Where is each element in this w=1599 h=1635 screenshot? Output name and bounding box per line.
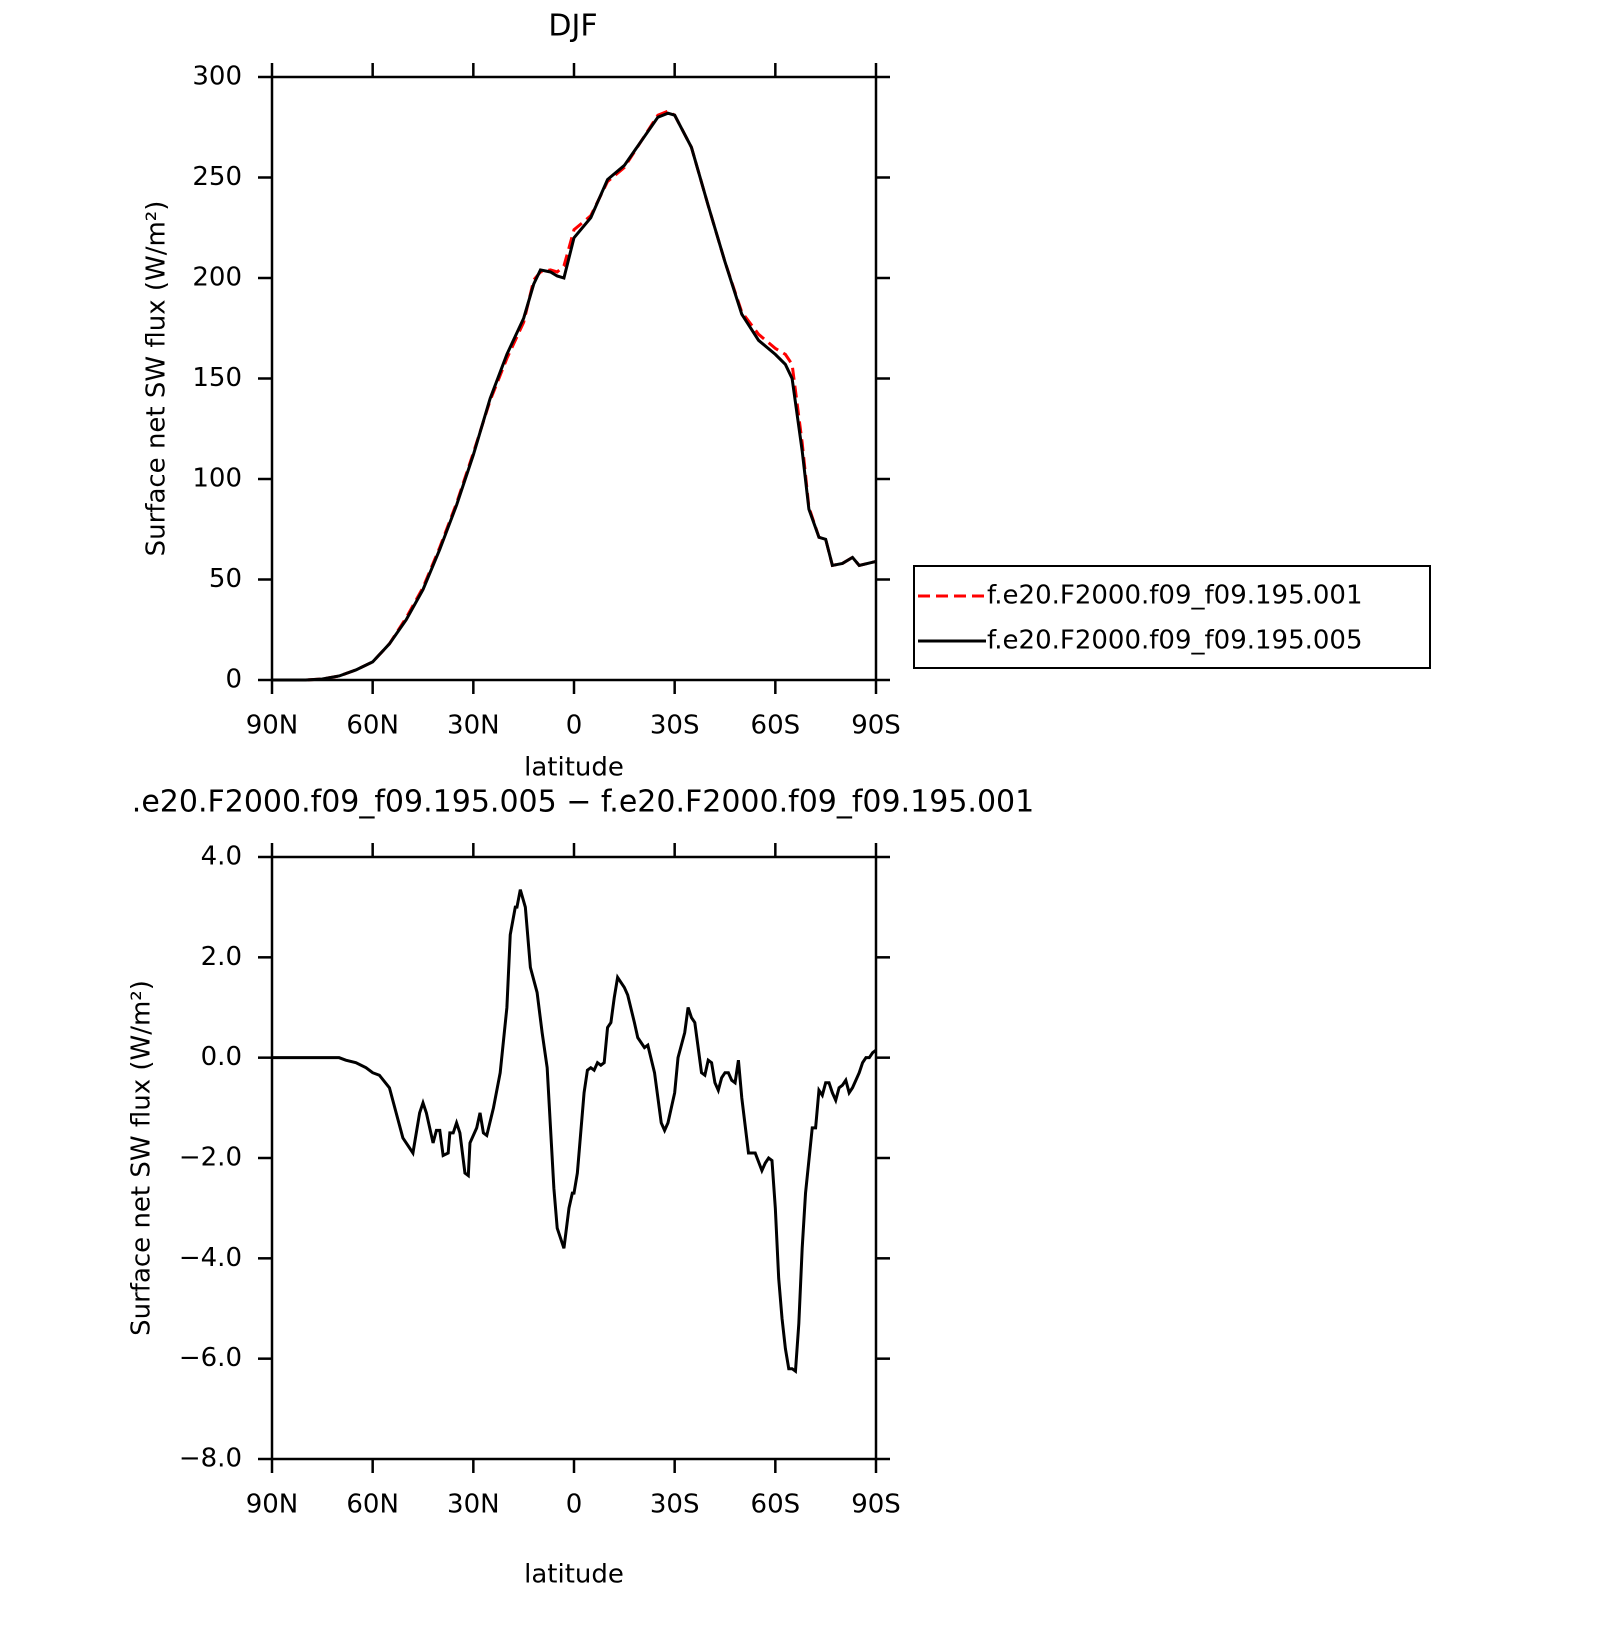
y-tick-label: 2.0 <box>201 942 242 972</box>
x-tick-label: 60N <box>346 711 399 741</box>
y-axis-label: Surface net SW flux (W/m²) <box>127 980 157 1336</box>
x-tick-label: 60N <box>346 1490 399 1520</box>
chart-title: DJF <box>548 9 597 44</box>
y-tick-label: 200 <box>192 263 242 293</box>
y-tick-label: 250 <box>192 162 242 192</box>
legend-box <box>913 565 1431 669</box>
data-line <box>272 109 877 682</box>
chart-title: .e20.F2000.f09_f09.195.005 − f.e20.F2000… <box>132 785 1034 820</box>
y-tick-label: −8.0 <box>179 1444 242 1474</box>
x-tick-label: 90N <box>246 711 299 741</box>
y-tick-label: 0.0 <box>201 1042 242 1072</box>
data-line <box>272 889 877 1375</box>
y-tick-label: 150 <box>192 363 242 393</box>
y-tick-label: 100 <box>192 464 242 494</box>
y-tick-label: 0 <box>225 665 242 695</box>
x-tick-label: 0 <box>566 711 583 741</box>
x-tick-label: 30N <box>447 1490 500 1520</box>
y-tick-label: 300 <box>192 62 242 92</box>
y-tick-label: −2.0 <box>179 1143 242 1173</box>
data-line <box>272 111 877 682</box>
x-tick-label: 60S <box>751 1490 801 1520</box>
legend-label: f.e20.F2000.f09_f09.195.005 <box>987 626 1363 656</box>
x-axis-label: latitude <box>524 753 624 783</box>
x-tick-label: 90S <box>851 711 901 741</box>
y-tick-label: −4.0 <box>179 1243 242 1273</box>
legend-label: f.e20.F2000.f09_f09.195.001 <box>987 581 1363 611</box>
x-tick-label: 0 <box>566 1490 583 1520</box>
x-tick-label: 90S <box>851 1490 901 1520</box>
x-axis-label: latitude <box>524 1560 624 1590</box>
plot-frame <box>270 75 878 682</box>
y-axis-label: Surface net SW flux (W/m²) <box>142 201 172 557</box>
x-tick-label: 30S <box>650 711 700 741</box>
y-tick-label: −6.0 <box>179 1343 242 1373</box>
y-tick-label: 50 <box>209 564 242 594</box>
x-tick-label: 60S <box>751 711 801 741</box>
plot-frame <box>270 855 878 1461</box>
x-tick-label: 30S <box>650 1490 700 1520</box>
y-tick-label: 4.0 <box>201 842 242 872</box>
x-tick-label: 90N <box>246 1490 299 1520</box>
x-tick-label: 30N <box>447 711 500 741</box>
